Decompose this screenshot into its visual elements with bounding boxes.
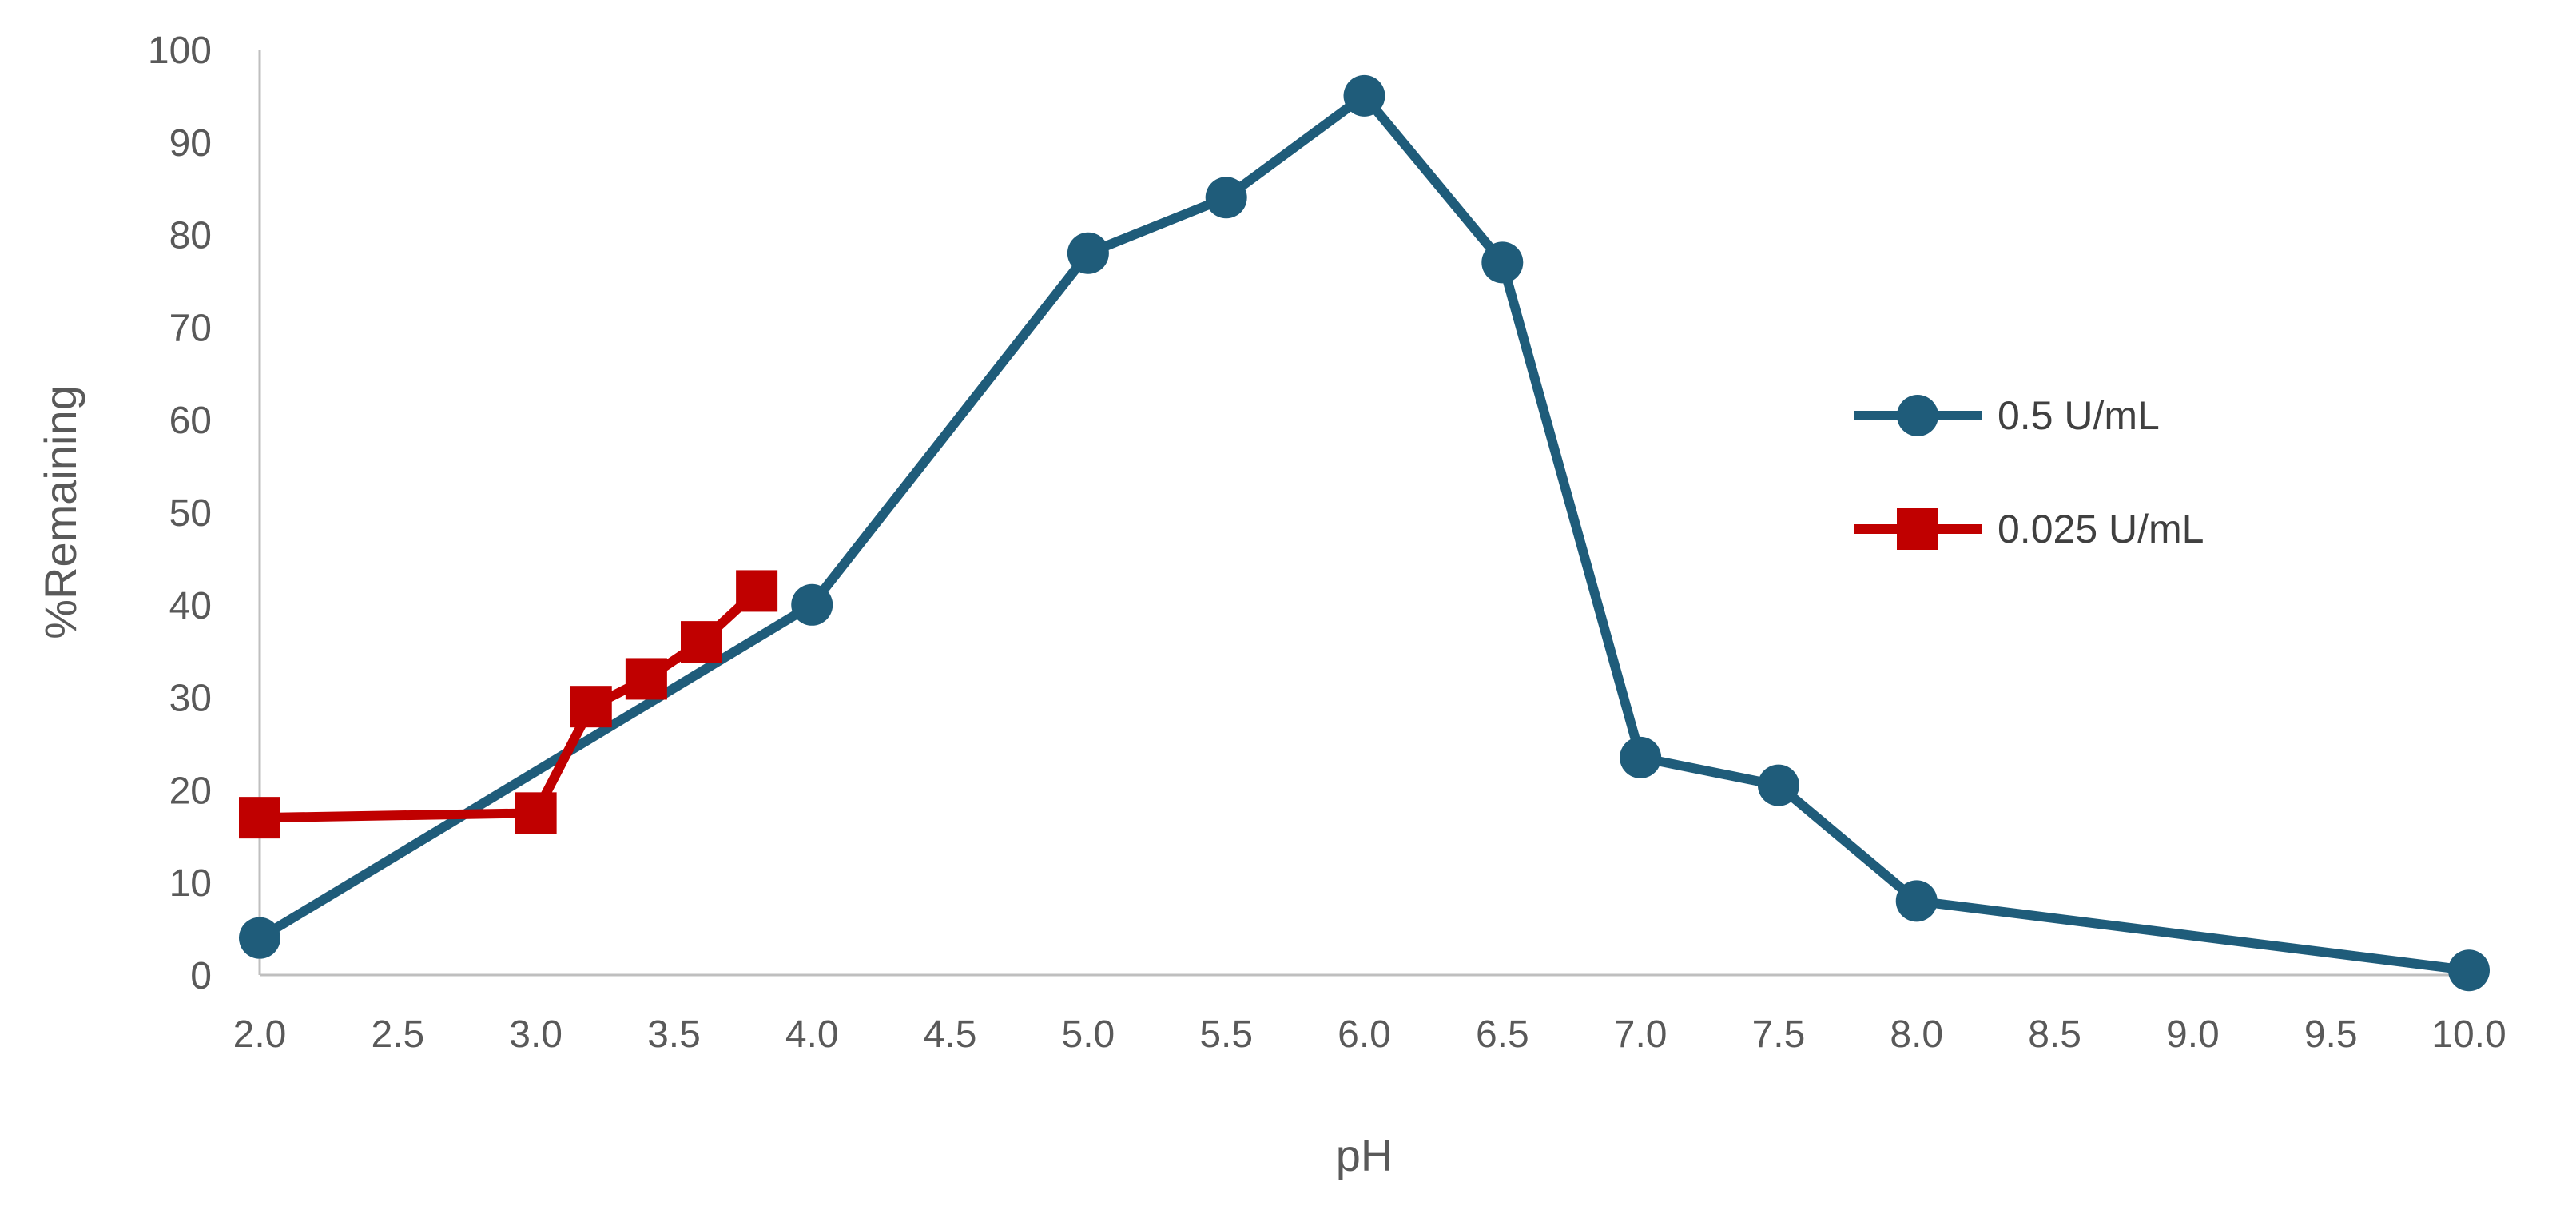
x-tick-label: 5.0 bbox=[1062, 1013, 1115, 1056]
x-tick-label: 3.5 bbox=[647, 1013, 701, 1056]
y-tick-label: 0 bbox=[190, 955, 212, 997]
y-tick-label: 60 bbox=[169, 400, 212, 442]
x-tick-label: 4.0 bbox=[785, 1013, 839, 1056]
data-point bbox=[1067, 232, 1109, 274]
y-tick-label: 40 bbox=[169, 585, 212, 627]
legend-marker bbox=[1897, 508, 1938, 550]
x-tick-label: 3.0 bbox=[509, 1013, 563, 1056]
data-point bbox=[791, 583, 833, 626]
data-point bbox=[239, 917, 280, 959]
data-point bbox=[681, 621, 722, 663]
x-tick-labels: 2.0 2.5 3.0 3.5 4.0 4.5 5.0 5.5 6.0 6.5 7.0 7.5 8.0 8… bbox=[233, 1013, 2506, 1056]
legend-label: 0.025 U/mL bbox=[1998, 507, 2204, 551]
legend-item: 0.025 U/mL bbox=[1854, 507, 2204, 551]
y-tick-label: 10 bbox=[169, 862, 212, 905]
legend: 0.5 U/mL 0.025 U/mL bbox=[1854, 393, 2204, 551]
series-1 bbox=[239, 74, 2490, 992]
data-point bbox=[1757, 764, 1799, 806]
data-point bbox=[1343, 74, 1385, 117]
x-axis-title: pH bbox=[1336, 1130, 1393, 1180]
x-tick-label: 7.0 bbox=[1614, 1013, 1668, 1056]
y-tick-label: 30 bbox=[169, 678, 212, 720]
x-tick-label: 4.5 bbox=[924, 1013, 977, 1056]
y-tick-label: 90 bbox=[169, 122, 212, 165]
x-tick-label: 10.0 bbox=[2431, 1013, 2506, 1056]
data-point bbox=[1205, 177, 1247, 219]
data-point bbox=[1895, 880, 1938, 922]
x-tick-label: 9.0 bbox=[2166, 1013, 2220, 1056]
y-tick-labels: 0 10 20 30 40 50 60 70 80 90 100 bbox=[148, 30, 212, 997]
y-tick-label: 80 bbox=[169, 215, 212, 257]
data-point bbox=[239, 797, 280, 839]
y-axis-title: %Remaining bbox=[35, 385, 85, 639]
series-layer bbox=[239, 74, 2490, 992]
data-point bbox=[625, 658, 667, 700]
legend-item: 0.5 U/mL bbox=[1854, 393, 2160, 438]
x-tick-label: 5.5 bbox=[1199, 1013, 1253, 1056]
y-tick-label: 100 bbox=[148, 30, 212, 72]
y-tick-label: 70 bbox=[169, 307, 212, 349]
x-tick-label: 6.0 bbox=[1338, 1013, 1391, 1056]
y-tick-label: 50 bbox=[169, 492, 212, 535]
x-tick-label: 8.0 bbox=[1890, 1013, 1943, 1056]
y-tick-label: 20 bbox=[169, 770, 212, 812]
data-point bbox=[1481, 241, 1524, 284]
series-line bbox=[255, 90, 2474, 976]
x-tick-label: 9.5 bbox=[2304, 1013, 2358, 1056]
data-point bbox=[515, 792, 557, 834]
legend-label: 0.5 U/mL bbox=[1998, 393, 2160, 438]
data-point bbox=[1620, 736, 1662, 778]
series-2 bbox=[239, 570, 778, 839]
legend-marker bbox=[1897, 395, 1938, 436]
data-point bbox=[2448, 949, 2490, 992]
x-tick-label: 2.5 bbox=[371, 1013, 424, 1056]
x-tick-label: 7.5 bbox=[1752, 1013, 1806, 1056]
x-tick-label: 2.0 bbox=[233, 1013, 287, 1056]
data-point bbox=[736, 570, 778, 612]
x-tick-label: 8.5 bbox=[2028, 1013, 2081, 1056]
x-tick-label: 6.5 bbox=[1476, 1013, 1529, 1056]
data-point bbox=[570, 686, 612, 728]
